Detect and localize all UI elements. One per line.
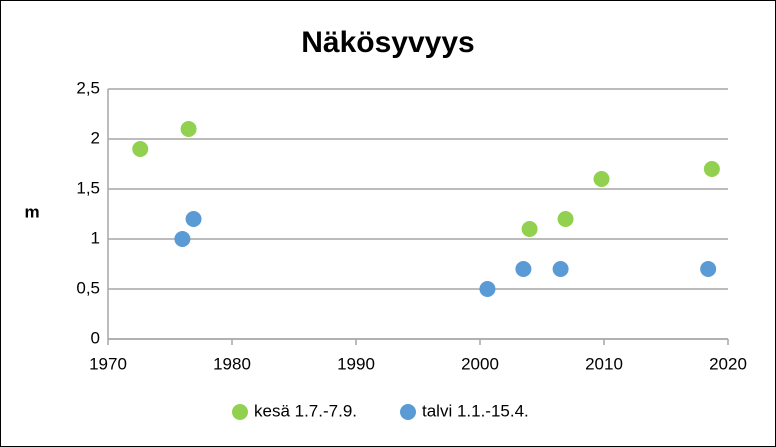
y-tick-label: 1: [91, 228, 100, 247]
legend-label: talvi 1.1.-15.4.: [422, 401, 529, 420]
x-tick-label: 2000: [461, 354, 499, 373]
y-tick-label: 2,5: [76, 78, 100, 97]
point: [521, 221, 538, 237]
x-tick-label: 1980: [213, 354, 251, 373]
point: [174, 231, 191, 247]
x-tick-label: 2020: [709, 354, 747, 373]
y-axis-label: m: [24, 202, 39, 221]
y-tick-label: 0,5: [76, 278, 100, 297]
x-tick-label: 1970: [89, 354, 127, 373]
point: [700, 261, 717, 277]
chart-title: Näkösyvyys: [301, 26, 474, 59]
point: [185, 211, 202, 227]
y-tick-label: 1,5: [76, 178, 100, 197]
point: [479, 281, 496, 297]
point: [593, 171, 610, 187]
point: [515, 261, 532, 277]
point: [703, 161, 720, 177]
y-tick-label: 0: [91, 328, 100, 347]
legend-label: kesä 1.7.-7.9.: [254, 401, 357, 420]
legend-marker: [232, 404, 248, 420]
x-tick-label: 1990: [337, 354, 375, 373]
y-tick-label: 2: [91, 128, 100, 147]
x-tick-label: 2010: [585, 354, 623, 373]
point: [132, 141, 149, 157]
legend-marker: [400, 404, 416, 420]
point: [180, 121, 197, 137]
point: [552, 261, 569, 277]
point: [557, 211, 574, 227]
